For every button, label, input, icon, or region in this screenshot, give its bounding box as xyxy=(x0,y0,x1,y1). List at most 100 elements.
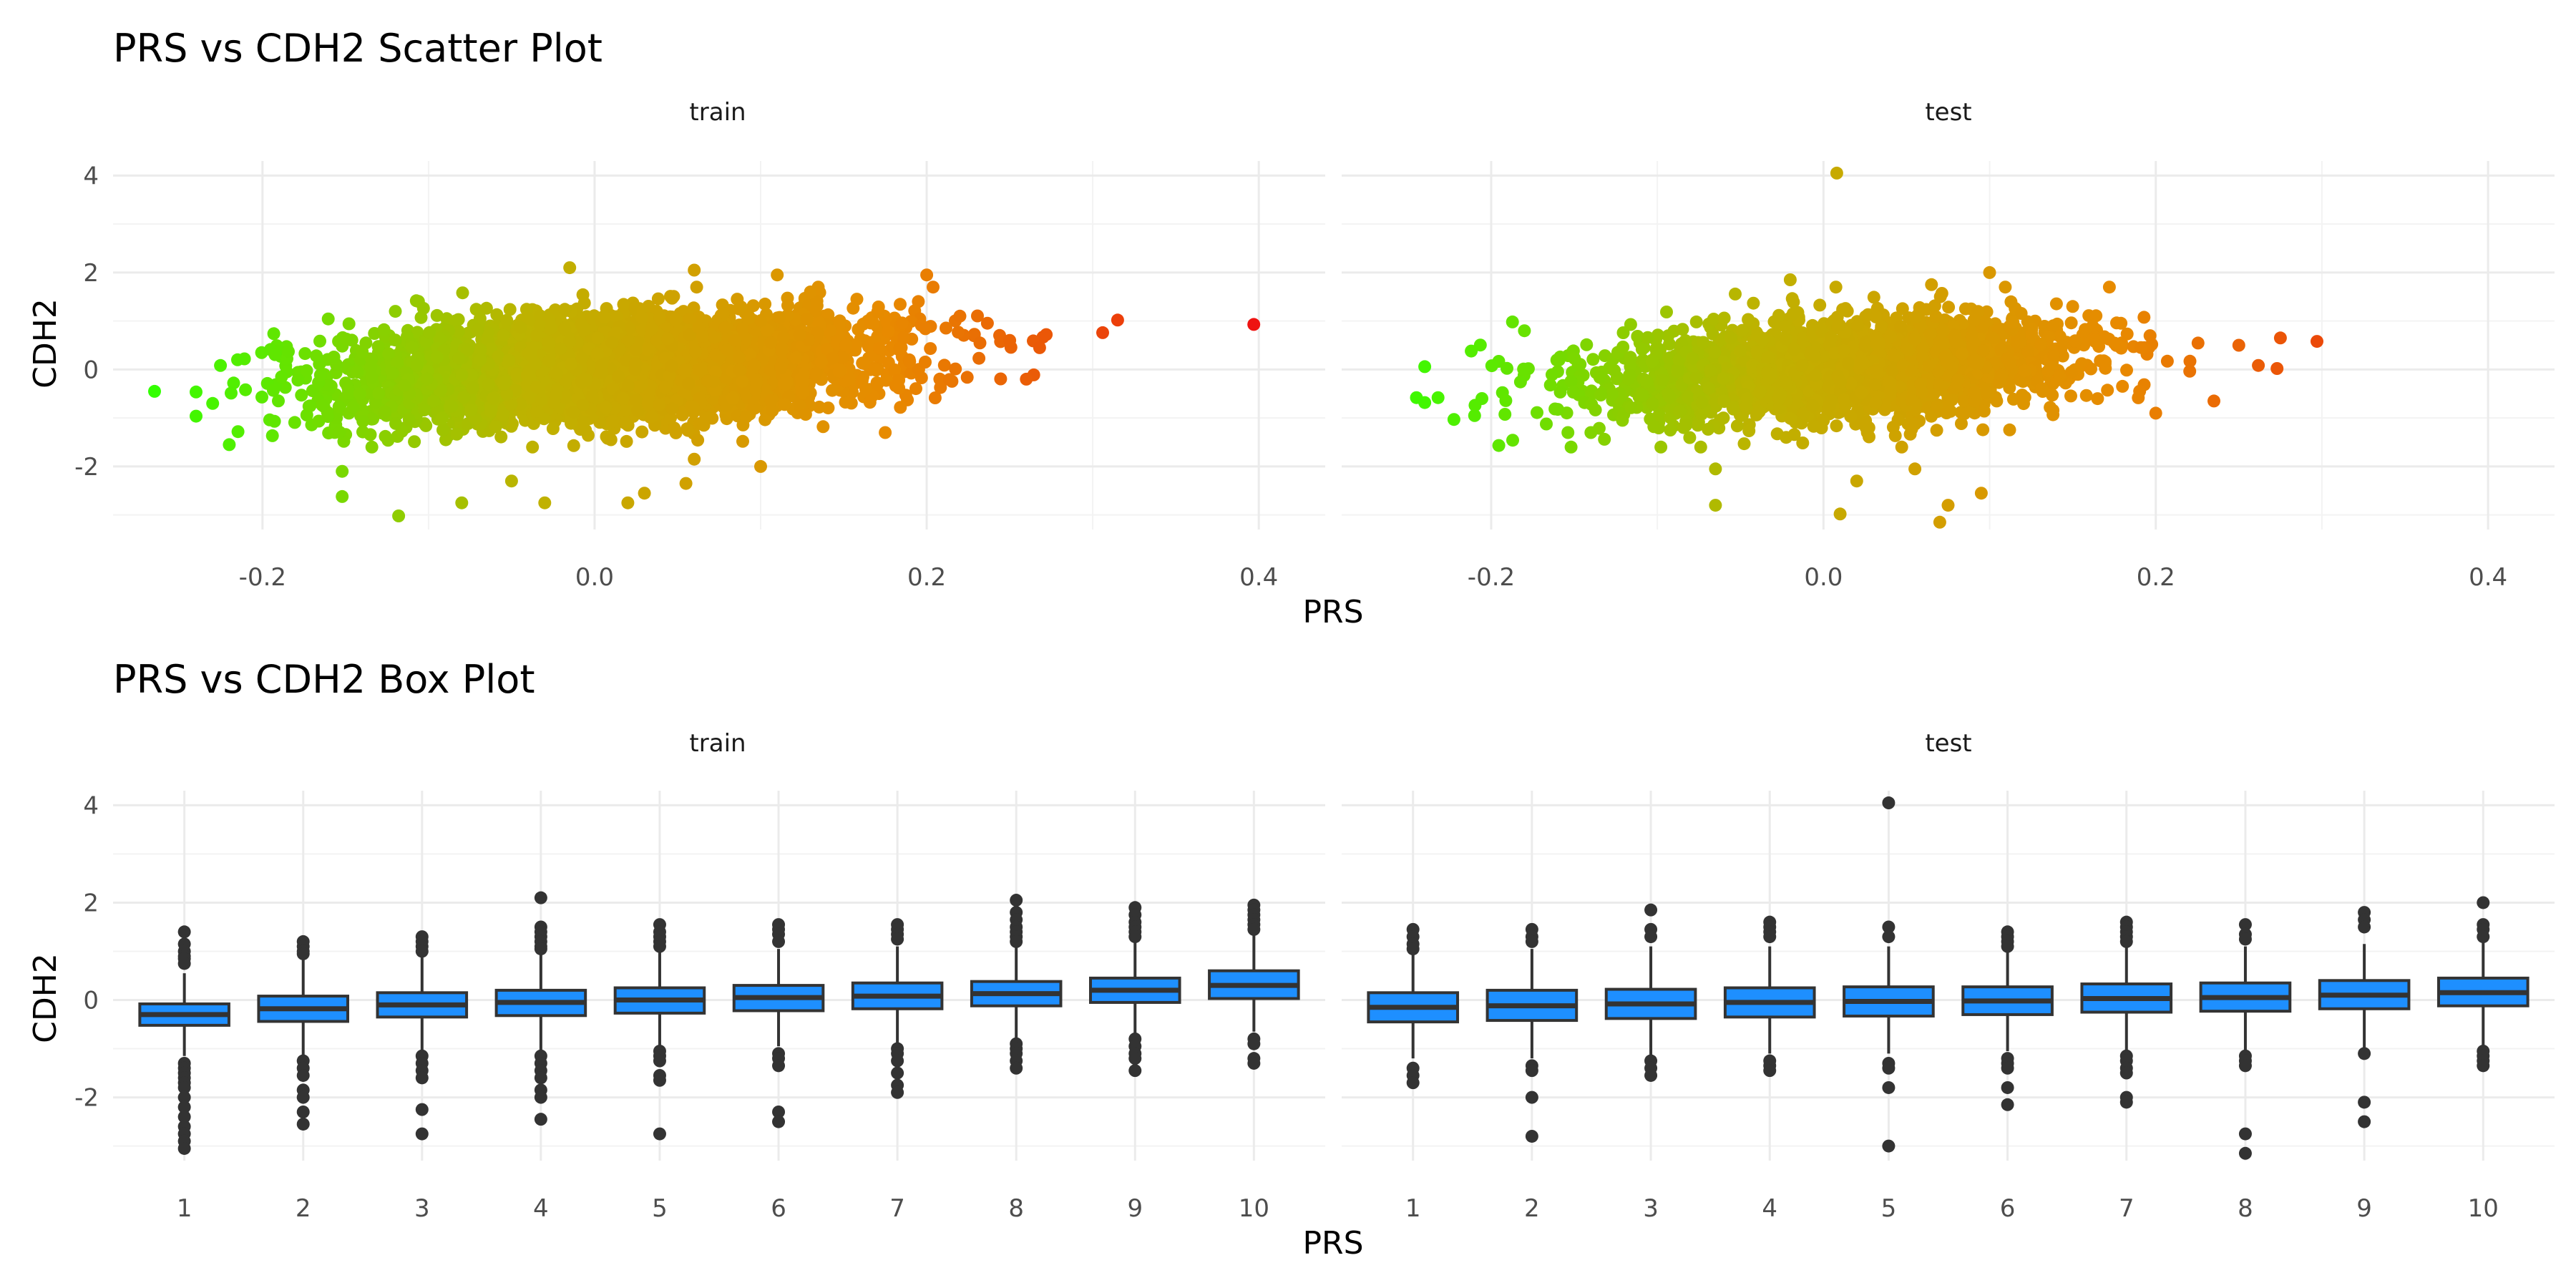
scatter-point xyxy=(972,351,986,365)
scatter-point xyxy=(833,314,847,328)
scatter-point xyxy=(934,381,947,394)
scatter-point xyxy=(295,389,308,402)
scatter-point xyxy=(275,370,288,384)
scatter-point xyxy=(449,314,462,328)
scatter-point xyxy=(973,336,987,350)
scatter-point xyxy=(839,396,852,409)
scatter-point xyxy=(665,291,679,305)
scatter-point xyxy=(377,323,391,336)
scatter-point xyxy=(456,286,469,300)
scatter-point xyxy=(505,417,519,431)
scatter-point xyxy=(489,420,502,434)
scatter-point xyxy=(544,321,557,335)
scatter-point xyxy=(321,312,335,326)
scatter-point xyxy=(859,382,872,396)
scatter-point xyxy=(190,409,203,423)
scatter-point xyxy=(847,301,860,315)
scatter-point xyxy=(919,356,932,369)
scatter-point xyxy=(239,383,253,396)
scatter-point xyxy=(526,440,540,454)
scatter-point xyxy=(379,405,391,419)
scatter-point xyxy=(558,303,572,316)
scatter-point xyxy=(267,327,280,341)
scatter-point xyxy=(190,385,203,399)
scatter-point xyxy=(653,311,667,324)
scatter-point xyxy=(888,363,902,376)
scatter-point xyxy=(635,425,649,439)
scatter-point xyxy=(272,394,285,408)
scatter-point xyxy=(298,347,312,361)
scatter-point xyxy=(497,328,510,342)
scatter-point xyxy=(419,419,433,432)
scatter-point xyxy=(606,414,620,428)
scatter-point xyxy=(716,307,730,321)
scatter-point xyxy=(651,292,665,306)
scatter-point xyxy=(558,322,572,336)
scatter-point xyxy=(942,373,956,386)
scatter-point xyxy=(894,401,907,414)
scatter-point xyxy=(691,434,705,447)
scatter-point xyxy=(812,400,826,414)
scatter-point xyxy=(227,376,240,390)
scatter-point xyxy=(288,416,301,429)
scatter-point xyxy=(268,348,282,361)
scatter-point xyxy=(778,398,791,411)
scatter-point xyxy=(618,416,632,430)
scatter-point xyxy=(746,299,760,313)
scatter-point xyxy=(567,439,580,452)
scatter-point xyxy=(799,408,812,421)
scatter-point xyxy=(423,326,436,339)
scatter-point xyxy=(356,414,370,428)
scatter-point xyxy=(894,298,907,311)
scatter-strip-train: train xyxy=(689,98,746,127)
scatter-point xyxy=(897,331,910,344)
scatter-point xyxy=(332,400,346,414)
scatter-point xyxy=(450,427,464,441)
scatter-point xyxy=(457,391,471,404)
scatter-point xyxy=(789,351,803,364)
scatter-point xyxy=(291,374,305,387)
scatter-point xyxy=(641,398,655,411)
scatter-point xyxy=(937,358,951,372)
scatter-point xyxy=(800,313,814,326)
scatter-point xyxy=(668,421,681,435)
scatter-title: PRS vs CDH2 Scatter Plot xyxy=(113,26,602,71)
scatter-point xyxy=(333,425,346,439)
scatter-point xyxy=(821,308,835,321)
scatter-point xyxy=(455,368,469,381)
scatter-point xyxy=(869,364,883,377)
scatter-point xyxy=(214,358,228,372)
scatter-point xyxy=(490,308,504,321)
scatter-point xyxy=(653,398,666,411)
scatter-point xyxy=(389,333,402,347)
scatter-point xyxy=(310,349,323,363)
scatter-point xyxy=(430,308,444,322)
scatter-point xyxy=(402,413,416,426)
scatter-point xyxy=(971,309,984,323)
scatter-point xyxy=(231,425,245,439)
scatter-point xyxy=(924,342,937,356)
scatter-point xyxy=(816,420,830,434)
scatter-point xyxy=(882,325,895,338)
scatter-point xyxy=(665,402,679,416)
scatter-point xyxy=(604,433,618,447)
scatter-point xyxy=(690,280,703,294)
scatter-point xyxy=(726,391,740,405)
scatter-point xyxy=(620,434,633,448)
scatter-point xyxy=(781,298,794,312)
scatter-point xyxy=(839,338,853,352)
scatter-point xyxy=(436,411,449,425)
scatter-point xyxy=(994,372,1008,386)
scatter-point xyxy=(351,366,364,379)
scatter-point xyxy=(864,316,877,330)
scatter-point xyxy=(416,301,430,315)
scatter-point xyxy=(980,316,994,330)
scatter-point xyxy=(736,322,750,336)
scatter-point xyxy=(282,345,295,358)
scatter-point xyxy=(781,375,794,388)
scatter-chart: PRS vs CDH2 Scatter Plot train test -0.2… xyxy=(27,26,2555,630)
scatter-point xyxy=(919,322,932,336)
scatter-point xyxy=(365,440,379,454)
